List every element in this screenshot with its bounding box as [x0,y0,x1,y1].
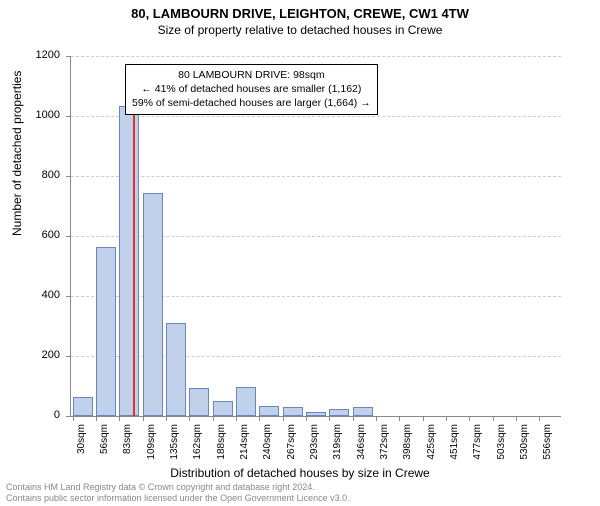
property-marker-line [133,106,135,417]
xtick-label: 319sqm [332,424,343,484]
xtick-mark [119,416,120,421]
ytick-label: 1000 [0,109,60,121]
xtick-mark [306,416,307,421]
xtick-label: 293sqm [309,424,320,484]
xtick-mark [376,416,377,421]
ytick-label: 600 [0,229,60,241]
chart-title-sub: Size of property relative to detached ho… [0,23,600,37]
xtick-mark [446,416,447,421]
xtick-label: 530sqm [519,424,530,484]
xtick-mark [189,416,190,421]
xtick-label: 30sqm [76,424,87,484]
histogram-bar [166,323,186,416]
xtick-mark [353,416,354,421]
histogram-bar [73,397,93,417]
histogram-bar [119,106,139,417]
xtick-label: 503sqm [496,424,507,484]
ytick-mark [66,296,71,297]
xtick-mark [516,416,517,421]
xtick-label: 214sqm [239,424,250,484]
ytick-mark [66,416,71,417]
footer-attribution: Contains HM Land Registry data © Crown c… [6,482,350,504]
ytick-mark [66,236,71,237]
histogram-bar [143,193,163,417]
xtick-mark [236,416,237,421]
xtick-mark [539,416,540,421]
xtick-mark [73,416,74,421]
xtick-label: 346sqm [356,424,367,484]
xtick-label: 188sqm [216,424,227,484]
xtick-mark [213,416,214,421]
ytick-label: 1200 [0,49,60,61]
chart-plot-area: 80 LAMBOURN DRIVE: 98sqm ← 41% of detach… [70,56,560,416]
ytick-mark [66,176,71,177]
y-axis-label: Number of detached properties [10,71,24,236]
ytick-label: 400 [0,289,60,301]
histogram-bar [236,387,256,416]
xtick-mark [493,416,494,421]
xtick-mark [143,416,144,421]
histogram-bar [306,412,326,416]
gridline [71,176,561,177]
xtick-label: 267sqm [286,424,297,484]
ytick-label: 800 [0,169,60,181]
xtick-mark [166,416,167,421]
histogram-bar [189,388,209,417]
histogram-bar [283,407,303,416]
info-line-1: 80 LAMBOURN DRIVE: 98sqm [132,68,371,82]
histogram-bar [329,409,349,416]
histogram-bar [96,247,116,417]
x-axis-label: Distribution of detached houses by size … [0,466,600,480]
xtick-label: 109sqm [146,424,157,484]
xtick-mark [469,416,470,421]
ytick-label: 0 [0,409,60,421]
footer-line-2: Contains public sector information licen… [6,493,350,504]
xtick-label: 451sqm [449,424,460,484]
gridline [71,56,561,57]
xtick-mark [283,416,284,421]
ytick-label: 200 [0,349,60,361]
xtick-label: 135sqm [169,424,180,484]
xtick-label: 556sqm [542,424,553,484]
footer-line-1: Contains HM Land Registry data © Crown c… [6,482,350,493]
xtick-label: 477sqm [472,424,483,484]
xtick-label: 372sqm [379,424,390,484]
chart-title-main: 80, LAMBOURN DRIVE, LEIGHTON, CREWE, CW1… [0,6,600,21]
xtick-label: 240sqm [262,424,273,484]
xtick-mark [259,416,260,421]
ytick-mark [66,356,71,357]
xtick-mark [329,416,330,421]
xtick-label: 56sqm [99,424,110,484]
xtick-mark [96,416,97,421]
histogram-bar [259,406,279,417]
xtick-mark [399,416,400,421]
histogram-bar [213,401,233,416]
xtick-label: 83sqm [122,424,133,484]
ytick-mark [66,116,71,117]
histogram-bar [353,407,373,416]
xtick-label: 425sqm [426,424,437,484]
info-line-2: ← 41% of detached houses are smaller (1,… [132,82,371,96]
xtick-mark [423,416,424,421]
info-line-3: 59% of semi-detached houses are larger (… [132,96,371,110]
info-box: 80 LAMBOURN DRIVE: 98sqm ← 41% of detach… [125,64,378,115]
xtick-label: 162sqm [192,424,203,484]
gridline [71,116,561,117]
ytick-mark [66,56,71,57]
xtick-label: 398sqm [402,424,413,484]
